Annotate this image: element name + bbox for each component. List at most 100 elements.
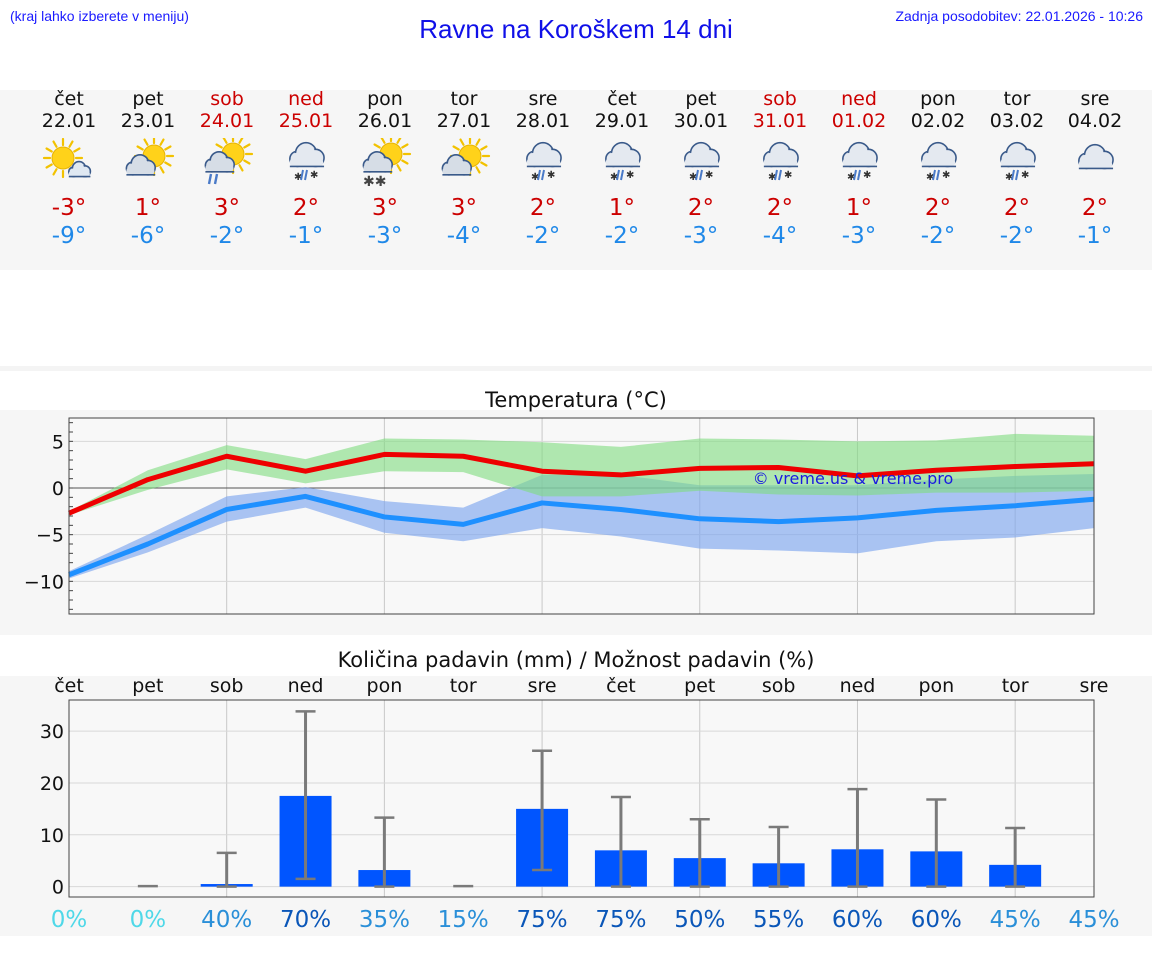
temp-min: -3° bbox=[841, 223, 877, 249]
icon-group bbox=[125, 138, 175, 177]
precip-probability: 75% bbox=[517, 907, 568, 933]
precip-probability: 70% bbox=[280, 907, 331, 933]
location-hint: (kraj lahko izberete v meniju) bbox=[10, 8, 189, 24]
temp-min: -1° bbox=[288, 223, 324, 249]
day-column: sre 04.02 2° -1° bbox=[1055, 88, 1135, 250]
day-date: 31.01 bbox=[752, 110, 808, 132]
y-tick-label: 20 bbox=[40, 773, 64, 795]
temp-min: -6° bbox=[130, 223, 166, 249]
temp-max: 1° bbox=[608, 195, 636, 221]
day-column: pon 26.01 ✱✱ 3° -3° bbox=[345, 88, 425, 250]
rain-drop bbox=[699, 169, 703, 181]
snowflake: ✱ bbox=[1021, 170, 1029, 181]
rain-drop bbox=[537, 169, 541, 181]
day-date: 01.02 bbox=[831, 110, 887, 132]
icon-group: ✱✱ bbox=[289, 141, 325, 183]
rain-drop bbox=[853, 169, 857, 181]
snowflake: ✱ bbox=[626, 170, 634, 181]
sun-ray bbox=[73, 147, 81, 153]
icon-group: ✱✱ bbox=[526, 141, 562, 183]
precip-probability: 50% bbox=[674, 907, 725, 933]
snowflake: ✱ bbox=[942, 170, 950, 181]
sun-ray bbox=[475, 166, 481, 174]
day-column: pet 23.01 1° -6° bbox=[108, 88, 188, 250]
sun-ray bbox=[380, 138, 386, 144]
icon-group: ✱✱ bbox=[842, 141, 878, 183]
day-date: 26.01 bbox=[357, 110, 413, 132]
overcast-icon bbox=[1078, 143, 1114, 170]
snowflake: ✱ bbox=[294, 172, 302, 183]
icon-group: ✱✱ bbox=[921, 141, 957, 183]
sun-ray bbox=[222, 138, 228, 144]
sun-ray bbox=[373, 143, 381, 149]
snowflake: ✱ bbox=[926, 172, 934, 183]
day-name: sre bbox=[528, 88, 558, 110]
day-date: 02.02 bbox=[910, 110, 966, 132]
day-column: sre 28.01 ✱ ✱ 2° -2° bbox=[503, 88, 583, 250]
temp-max: 2° bbox=[924, 195, 952, 221]
x-category-label: ned bbox=[288, 675, 324, 697]
snowflake: ✱ bbox=[847, 172, 855, 183]
temp-max: 3° bbox=[450, 195, 478, 221]
cloud-sleet-icon: ✱ ✱ bbox=[289, 141, 325, 183]
y-tick-label: 5 bbox=[52, 431, 64, 453]
day-name: čet bbox=[54, 88, 84, 110]
sun-ray bbox=[238, 138, 244, 144]
x-category-label: pon bbox=[367, 675, 403, 697]
x-category-label: sob bbox=[762, 675, 796, 697]
day-date: 25.01 bbox=[278, 110, 334, 132]
day-date: 24.01 bbox=[199, 110, 255, 132]
day-column: ned 25.01 ✱ ✱ 2° -1° bbox=[266, 88, 346, 250]
rain-drop bbox=[304, 169, 308, 181]
precipitation-chart-title: Količina padavin (mm) / Možnost padavin … bbox=[337, 648, 815, 672]
temp-min: -2° bbox=[999, 223, 1035, 249]
x-category-label: čet bbox=[54, 675, 84, 697]
temp-min: -3° bbox=[683, 223, 719, 249]
sun-ray bbox=[45, 147, 53, 153]
temp-max: 3° bbox=[213, 195, 241, 221]
y-tick-label: 0 bbox=[52, 478, 64, 500]
sun-ray bbox=[68, 140, 74, 148]
temp-min: -2° bbox=[209, 223, 245, 249]
forecast-panel bbox=[0, 90, 1152, 270]
min-temp-line bbox=[68, 493, 1095, 578]
day-name: sob bbox=[763, 88, 797, 110]
sun-ray bbox=[459, 138, 465, 146]
day-column: sob 24.01 3° -2° bbox=[187, 88, 267, 250]
sun-ray bbox=[164, 161, 172, 167]
temp-max: 2° bbox=[766, 195, 794, 221]
day-date: 28.01 bbox=[515, 110, 571, 132]
sun-ray bbox=[480, 145, 488, 151]
precip-probability: 40% bbox=[201, 907, 252, 933]
sun-ray bbox=[143, 138, 149, 146]
sun-disc bbox=[51, 146, 75, 170]
max-temp-line bbox=[68, 451, 1095, 516]
snowflake: ✱ bbox=[768, 172, 776, 183]
temp-min: -2° bbox=[525, 223, 561, 249]
day-date: 23.01 bbox=[120, 110, 176, 132]
precip-probability: 15% bbox=[438, 907, 489, 933]
temp-max: 2° bbox=[1003, 195, 1031, 221]
precip-probability: 60% bbox=[911, 907, 962, 933]
snowflake: ✱ bbox=[784, 170, 792, 181]
watermark: © vreme.us & vreme.pro bbox=[753, 469, 954, 488]
sun-ray bbox=[136, 145, 144, 151]
x-category-label: sob bbox=[210, 675, 244, 697]
temp-min: -9° bbox=[51, 223, 87, 249]
temp-max: 1° bbox=[845, 195, 873, 221]
icon-group: ✱✱ bbox=[362, 138, 412, 188]
x-category-label: pon bbox=[918, 675, 954, 697]
rain-drop bbox=[778, 169, 782, 181]
rain-drop bbox=[857, 169, 861, 181]
day-date: 29.01 bbox=[594, 110, 650, 132]
temp-min: -1° bbox=[1077, 223, 1113, 249]
day-column: sob 31.01 ✱ ✱ 2° -4° bbox=[740, 88, 820, 250]
snowflake: ✱ bbox=[310, 170, 318, 181]
temp-max: 2° bbox=[1081, 195, 1109, 221]
snowflake: ✱ bbox=[531, 172, 539, 183]
day-date: 22.01 bbox=[41, 110, 97, 132]
temperature-chart-title: Temperatura (°C) bbox=[485, 388, 667, 412]
rain-drop bbox=[541, 169, 545, 181]
icon-group bbox=[42, 138, 92, 179]
temp-max: 1° bbox=[134, 195, 162, 221]
